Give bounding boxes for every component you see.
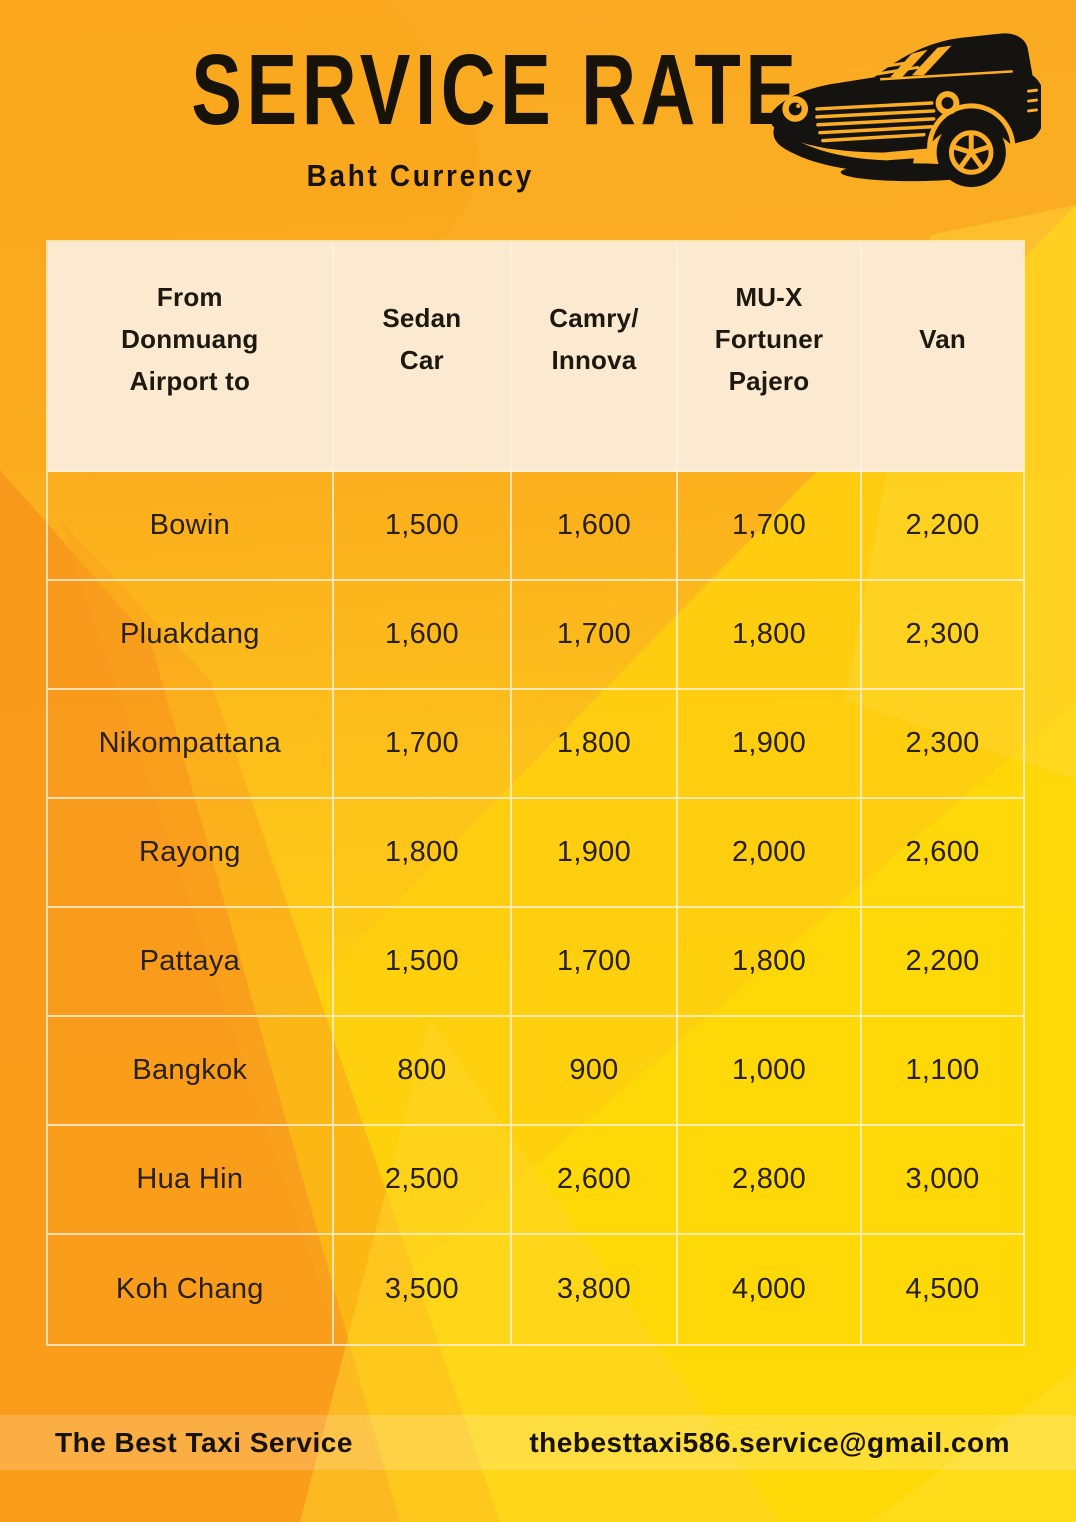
price-cell: 1,800 [677,908,863,1017]
brand-name: The Best Taxi Service [55,1426,353,1458]
destination-cell: Pattaya [48,908,334,1017]
destination-cell: Hua Hin [48,1126,334,1235]
car-icon [763,16,1046,194]
price-cell: 1,700 [512,908,678,1017]
price-cell: 3,000 [862,1126,1023,1235]
destination-cell: Bowin [48,472,334,581]
price-cell: 2,200 [862,908,1023,1017]
price-cell: 3,800 [512,1235,678,1344]
price-cell: 1,500 [333,908,513,1017]
destination-cell: Koh Chang [48,1235,334,1344]
price-cell: 900 [512,1017,678,1126]
price-cell: 1,600 [333,581,513,690]
header: SERVICE RATE Baht Currency [95,40,796,194]
price-cell: 1,600 [512,472,678,581]
price-cell: 1,800 [677,581,863,690]
price-cell: 1,900 [512,799,678,908]
price-cell: 1,800 [512,690,678,799]
price-cell: 1,000 [677,1017,863,1126]
price-cell: 2,600 [512,1126,678,1235]
price-cell: 1,800 [333,799,513,908]
price-cell: 800 [333,1017,513,1126]
column-header-camry-innova: Camry/ Innova [512,242,678,472]
column-header-mux-fortuner-pajero: MU-X Fortuner Pajero [677,242,863,472]
destination-cell: Bangkok [48,1017,334,1126]
price-cell: 2,300 [862,581,1023,690]
price-cell: 1,700 [677,472,863,581]
price-cell: 1,500 [333,472,513,581]
destination-cell: Pluakdang [48,581,334,690]
destination-cell: Rayong [48,799,334,908]
price-cell: 2,300 [862,690,1023,799]
price-cell: 1,700 [512,581,678,690]
price-cell: 1,700 [333,690,513,799]
price-cell: 1,900 [677,690,863,799]
price-cell: 4,000 [678,1235,863,1344]
footer-bar: The Best Taxi Service thebesttaxi586.ser… [0,1415,1076,1470]
price-cell: 2,000 [677,799,863,908]
price-cell: 2,500 [333,1126,513,1235]
column-header-destination: From Donmuang Airport to [48,242,334,472]
column-header-van: Van [862,242,1023,472]
price-cell: 4,500 [905,1273,980,1305]
contact-email: thebesttaxi586.service@gmail.com [529,1426,1010,1458]
price-cell: 3,500 [334,1235,513,1344]
price-cell: 1,100 [862,1017,1023,1126]
column-header-sedan: Sedan Car [333,242,513,472]
price-cell: 2,800 [677,1126,863,1235]
rate-table: From Donmuang Airport to Sedan Car Camry… [46,240,1025,1346]
price-cell: 2,200 [862,472,1023,581]
price-cell: 2,600 [862,799,1023,908]
destination-cell: Nikompattana [48,690,334,799]
page-title: SERVICE RATE [191,34,801,146]
subtitle: Baht Currency [306,158,534,193]
